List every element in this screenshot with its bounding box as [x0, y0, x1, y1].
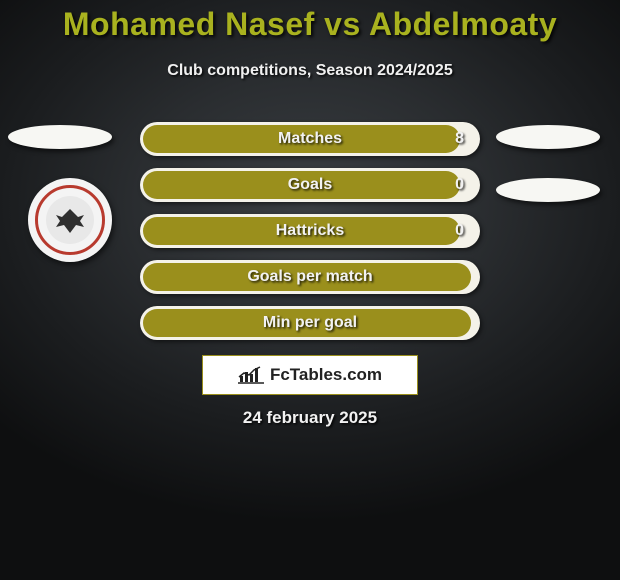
page-title: Mohamed Nasef vs Abdelmoaty [0, 6, 620, 43]
bar-chart-icon [238, 366, 264, 384]
stat-bar: Min per goal [140, 306, 480, 340]
stat-bars: Matches8Goals0Hattricks0Goals per matchM… [140, 122, 480, 352]
brand-label: FcTables.com [270, 365, 382, 385]
stat-bar-label: Hattricks [140, 214, 480, 248]
club-badge [28, 178, 112, 262]
stats-card: Mohamed Nasef vs Abdelmoaty Club competi… [0, 0, 620, 580]
stat-bar-value: 0 [455, 214, 464, 248]
brand-box: FcTables.com [202, 355, 418, 395]
player-plate-right-1 [496, 125, 600, 149]
stat-bar: Goals0 [140, 168, 480, 202]
date-label: 24 february 2025 [0, 408, 620, 428]
eagle-icon [52, 205, 88, 235]
stat-bar-value: 8 [455, 122, 464, 156]
stat-bar-label: Goals [140, 168, 480, 202]
player-plate-left [8, 125, 112, 149]
stat-bar-value: 0 [455, 168, 464, 202]
stat-bar: Matches8 [140, 122, 480, 156]
stat-bar: Goals per match [140, 260, 480, 294]
stat-bar-label: Matches [140, 122, 480, 156]
stat-bar: Hattricks0 [140, 214, 480, 248]
club-badge-inner [46, 196, 94, 244]
stat-bar-label: Min per goal [140, 306, 480, 340]
stat-bar-label: Goals per match [140, 260, 480, 294]
page-subtitle: Club competitions, Season 2024/2025 [0, 62, 620, 80]
player-plate-right-2 [496, 178, 600, 202]
